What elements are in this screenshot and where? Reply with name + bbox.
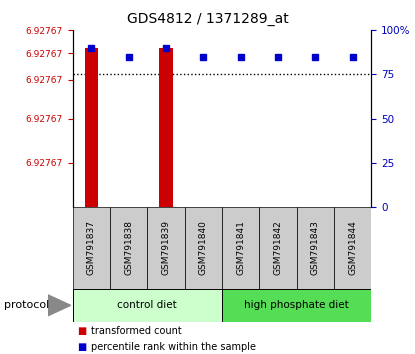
Text: GSM791843: GSM791843 <box>311 220 320 275</box>
Bar <box>334 207 371 289</box>
Text: percentile rank within the sample: percentile rank within the sample <box>91 342 256 352</box>
Text: GSM791837: GSM791837 <box>87 220 96 275</box>
Text: GSM791838: GSM791838 <box>124 220 133 275</box>
Bar <box>85 48 98 207</box>
Text: ■: ■ <box>77 326 86 336</box>
Text: high phosphate diet: high phosphate diet <box>244 300 349 310</box>
Bar <box>259 207 297 289</box>
Bar <box>222 289 371 322</box>
Text: protocol: protocol <box>4 300 49 310</box>
Text: transformed count: transformed count <box>91 326 182 336</box>
Bar <box>147 207 185 289</box>
Text: GDS4812 / 1371289_at: GDS4812 / 1371289_at <box>127 12 288 27</box>
Bar <box>73 289 222 322</box>
Text: GSM791840: GSM791840 <box>199 220 208 275</box>
Bar <box>185 207 222 289</box>
Bar <box>73 207 110 289</box>
Text: GSM791844: GSM791844 <box>348 221 357 275</box>
Bar <box>222 207 259 289</box>
Bar <box>110 207 147 289</box>
Text: GSM791842: GSM791842 <box>273 221 283 275</box>
Text: GSM791839: GSM791839 <box>161 220 171 275</box>
Text: control diet: control diet <box>117 300 177 310</box>
Text: ■: ■ <box>77 342 86 352</box>
Polygon shape <box>48 295 71 316</box>
Bar <box>297 207 334 289</box>
Text: GSM791841: GSM791841 <box>236 220 245 275</box>
Bar <box>159 48 173 207</box>
